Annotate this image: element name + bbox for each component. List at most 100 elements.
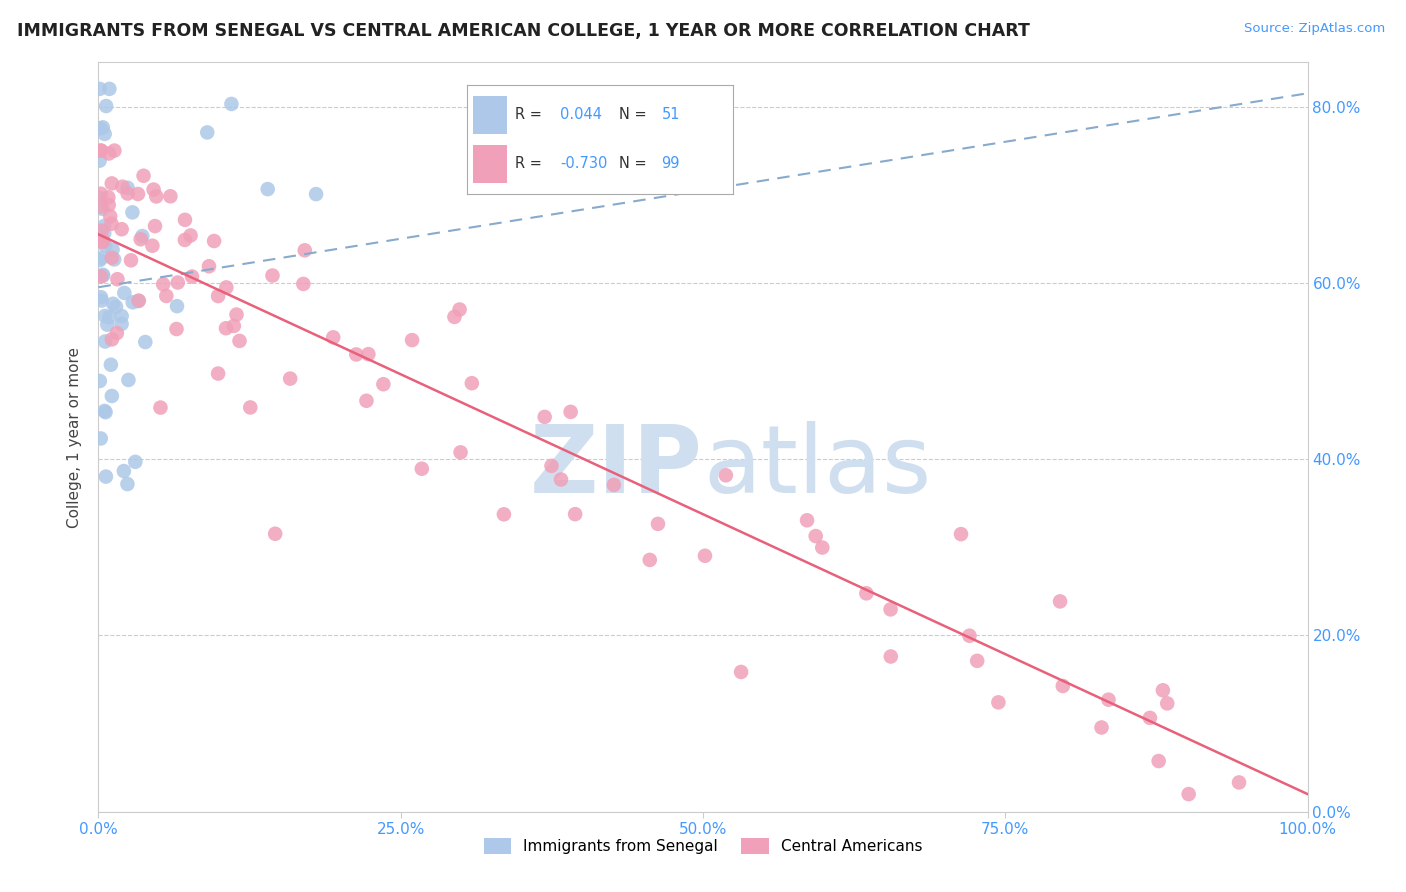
Point [117,181,139,195]
Point [1049,594,1071,608]
Point [101,389,124,403]
Point [94,334,117,349]
Point [159,189,181,203]
Point [98,310,121,324]
Point [111,309,134,323]
Point [94,99,117,113]
Point [132,169,155,183]
Point [215,280,238,294]
Point [117,186,139,201]
Point [804,529,827,543]
Point [90,251,112,265]
Point [149,401,172,415]
Point [90,269,112,284]
Text: Source: ZipAtlas.com: Source: ZipAtlas.com [1244,22,1385,36]
Point [957,629,980,643]
Point [111,222,134,236]
Point [443,310,465,324]
Text: ZIP: ZIP [530,421,703,513]
Point [550,473,572,487]
Point [121,295,143,310]
Point [1227,775,1250,789]
Point [174,233,197,247]
Point [880,649,903,664]
Point [121,205,143,219]
Point [1147,754,1170,768]
Point [256,182,278,196]
Point [89,82,111,96]
Point [94,309,117,323]
Point [449,302,471,317]
Point [93,404,115,418]
Point [97,146,120,161]
Point [344,347,367,361]
Point [90,290,112,304]
Point [117,373,139,387]
Point [180,228,202,243]
Point [207,367,229,381]
Point [262,268,284,283]
Point [100,217,122,231]
Point [411,461,433,475]
Point [1156,697,1178,711]
Point [166,276,188,290]
Point [89,253,111,268]
Point [638,553,661,567]
Point [264,526,287,541]
Point [714,468,737,483]
Point [111,317,134,331]
Point [540,458,562,473]
Point [112,285,135,300]
Point [215,321,238,335]
Point [879,602,901,616]
Point [1097,692,1119,706]
Point [181,269,204,284]
Point [90,144,112,158]
Point [141,238,163,252]
Point [105,326,128,340]
Point [105,300,128,314]
Point [401,333,423,347]
Point [90,200,112,214]
Point [117,477,139,491]
Point [987,695,1010,709]
Point [101,332,124,346]
Point [134,334,156,349]
Point [225,308,247,322]
Point [1139,711,1161,725]
Point [111,179,134,194]
Point [93,226,115,240]
Point [96,318,118,332]
Point [322,330,344,344]
Point [966,654,988,668]
Point [603,478,626,492]
Point [94,469,117,483]
Point [127,186,149,201]
Point [1090,721,1112,735]
Point [98,209,121,223]
Point [90,121,112,136]
Point [278,371,301,385]
Point [239,401,262,415]
Point [91,120,114,135]
Point [222,318,245,333]
Point [564,507,586,521]
Point [145,189,167,203]
Point [356,393,378,408]
Point [91,202,114,216]
Point [357,347,380,361]
Point [107,272,129,286]
Point [202,234,225,248]
Point [294,244,316,258]
Point [647,516,669,531]
Point [93,219,115,233]
Point [305,187,328,202]
Point [207,289,229,303]
Point [693,549,716,563]
Point [91,268,114,283]
Point [1152,683,1174,698]
Y-axis label: College, 1 year or more: College, 1 year or more [67,347,83,527]
Point [195,125,218,139]
Point [492,508,515,522]
Point [166,299,188,313]
